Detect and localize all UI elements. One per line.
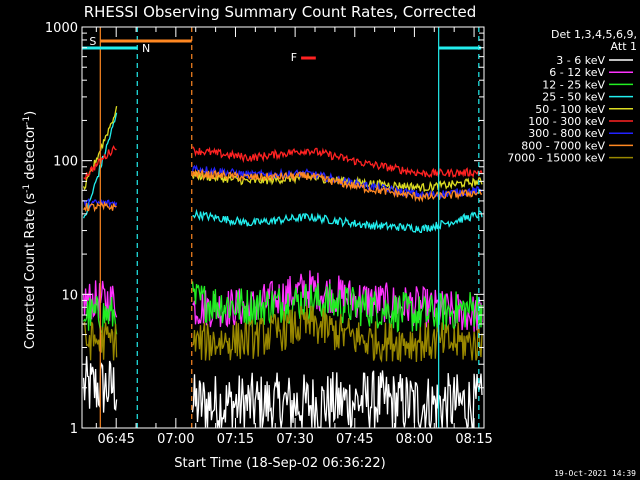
legend-entry-label: 7000 - 15000 keV <box>507 152 605 165</box>
legend-entry-label: 300 - 800 keV <box>528 127 605 140</box>
x-tick-label: 07:45 <box>336 432 373 447</box>
y-tick-label: 100 <box>53 155 78 170</box>
series-line-3-6-kev-seg2 <box>191 370 483 428</box>
y-axis-label-sup1: -1 <box>22 184 32 193</box>
legend-entry-label: 25 - 50 keV <box>542 91 605 104</box>
x-axis-label: Start Time (18-Sep-02 06:36:22) <box>174 456 385 471</box>
y-tick-label: 1 <box>70 422 78 437</box>
footer-date: 19-Oct-2021 14:39 <box>554 469 636 478</box>
flag-label-n: N <box>142 42 150 55</box>
y-axis-label-main: Corrected Count Rate (s <box>23 193 38 350</box>
y-tick-label: 1000 <box>45 21 78 36</box>
legend-header-line: Det 1,3,4,5,6,9, <box>551 28 637 41</box>
series-line-7000-15000-kev-seg2 <box>192 305 483 363</box>
legend-entry-label: 12 - 25 keV <box>542 78 605 91</box>
legend-entry-label: 6 - 12 keV <box>549 66 605 79</box>
y-axis-label-sup2: -1 <box>22 116 32 125</box>
x-tick-label: 08:15 <box>455 432 492 447</box>
x-tick-label: 08:00 <box>396 432 433 447</box>
legend-entry-label: 3 - 6 keV <box>556 54 605 67</box>
series-line-800-7000-kev-seg2 <box>191 168 482 203</box>
series-line-12-25-kev-seg2 <box>191 281 483 333</box>
series-line-25-50-kev-seg2 <box>192 208 483 233</box>
x-tick-label: 06:45 <box>97 432 134 447</box>
chart-title: RHESSI Observing Summary Count Rates, Co… <box>84 3 477 21</box>
y-axis-label-end: ) <box>23 111 38 116</box>
y-tick-label: 10 <box>61 288 78 303</box>
y-axis-label: Corrected Count Rate (s-1 detector-1) <box>22 111 38 349</box>
x-tick-label: 07:15 <box>217 432 254 447</box>
legend-header-line: Att 1 <box>611 40 637 53</box>
plot-frame <box>81 26 485 429</box>
x-tick-label: 07:00 <box>157 432 194 447</box>
flag-layer: S N F <box>82 27 482 428</box>
legend-entry-label: 800 - 7000 keV <box>521 139 605 152</box>
y-axis-label-mid: detector <box>23 124 38 184</box>
series-line-100-300-kev-seg2 <box>192 146 483 179</box>
legend-entry-label: 100 - 300 keV <box>528 115 605 128</box>
flag-label-s: S <box>89 35 96 48</box>
axis-layer: 1 10 100 1000 06:45 07:00 07:15 07:30 07:45 08:00… <box>45 21 493 447</box>
data-layer <box>82 105 483 428</box>
flag-label-f: F <box>291 51 297 64</box>
legend-entry-label: 50 - 100 keV <box>535 103 605 116</box>
x-tick-label: 07:30 <box>276 432 313 447</box>
